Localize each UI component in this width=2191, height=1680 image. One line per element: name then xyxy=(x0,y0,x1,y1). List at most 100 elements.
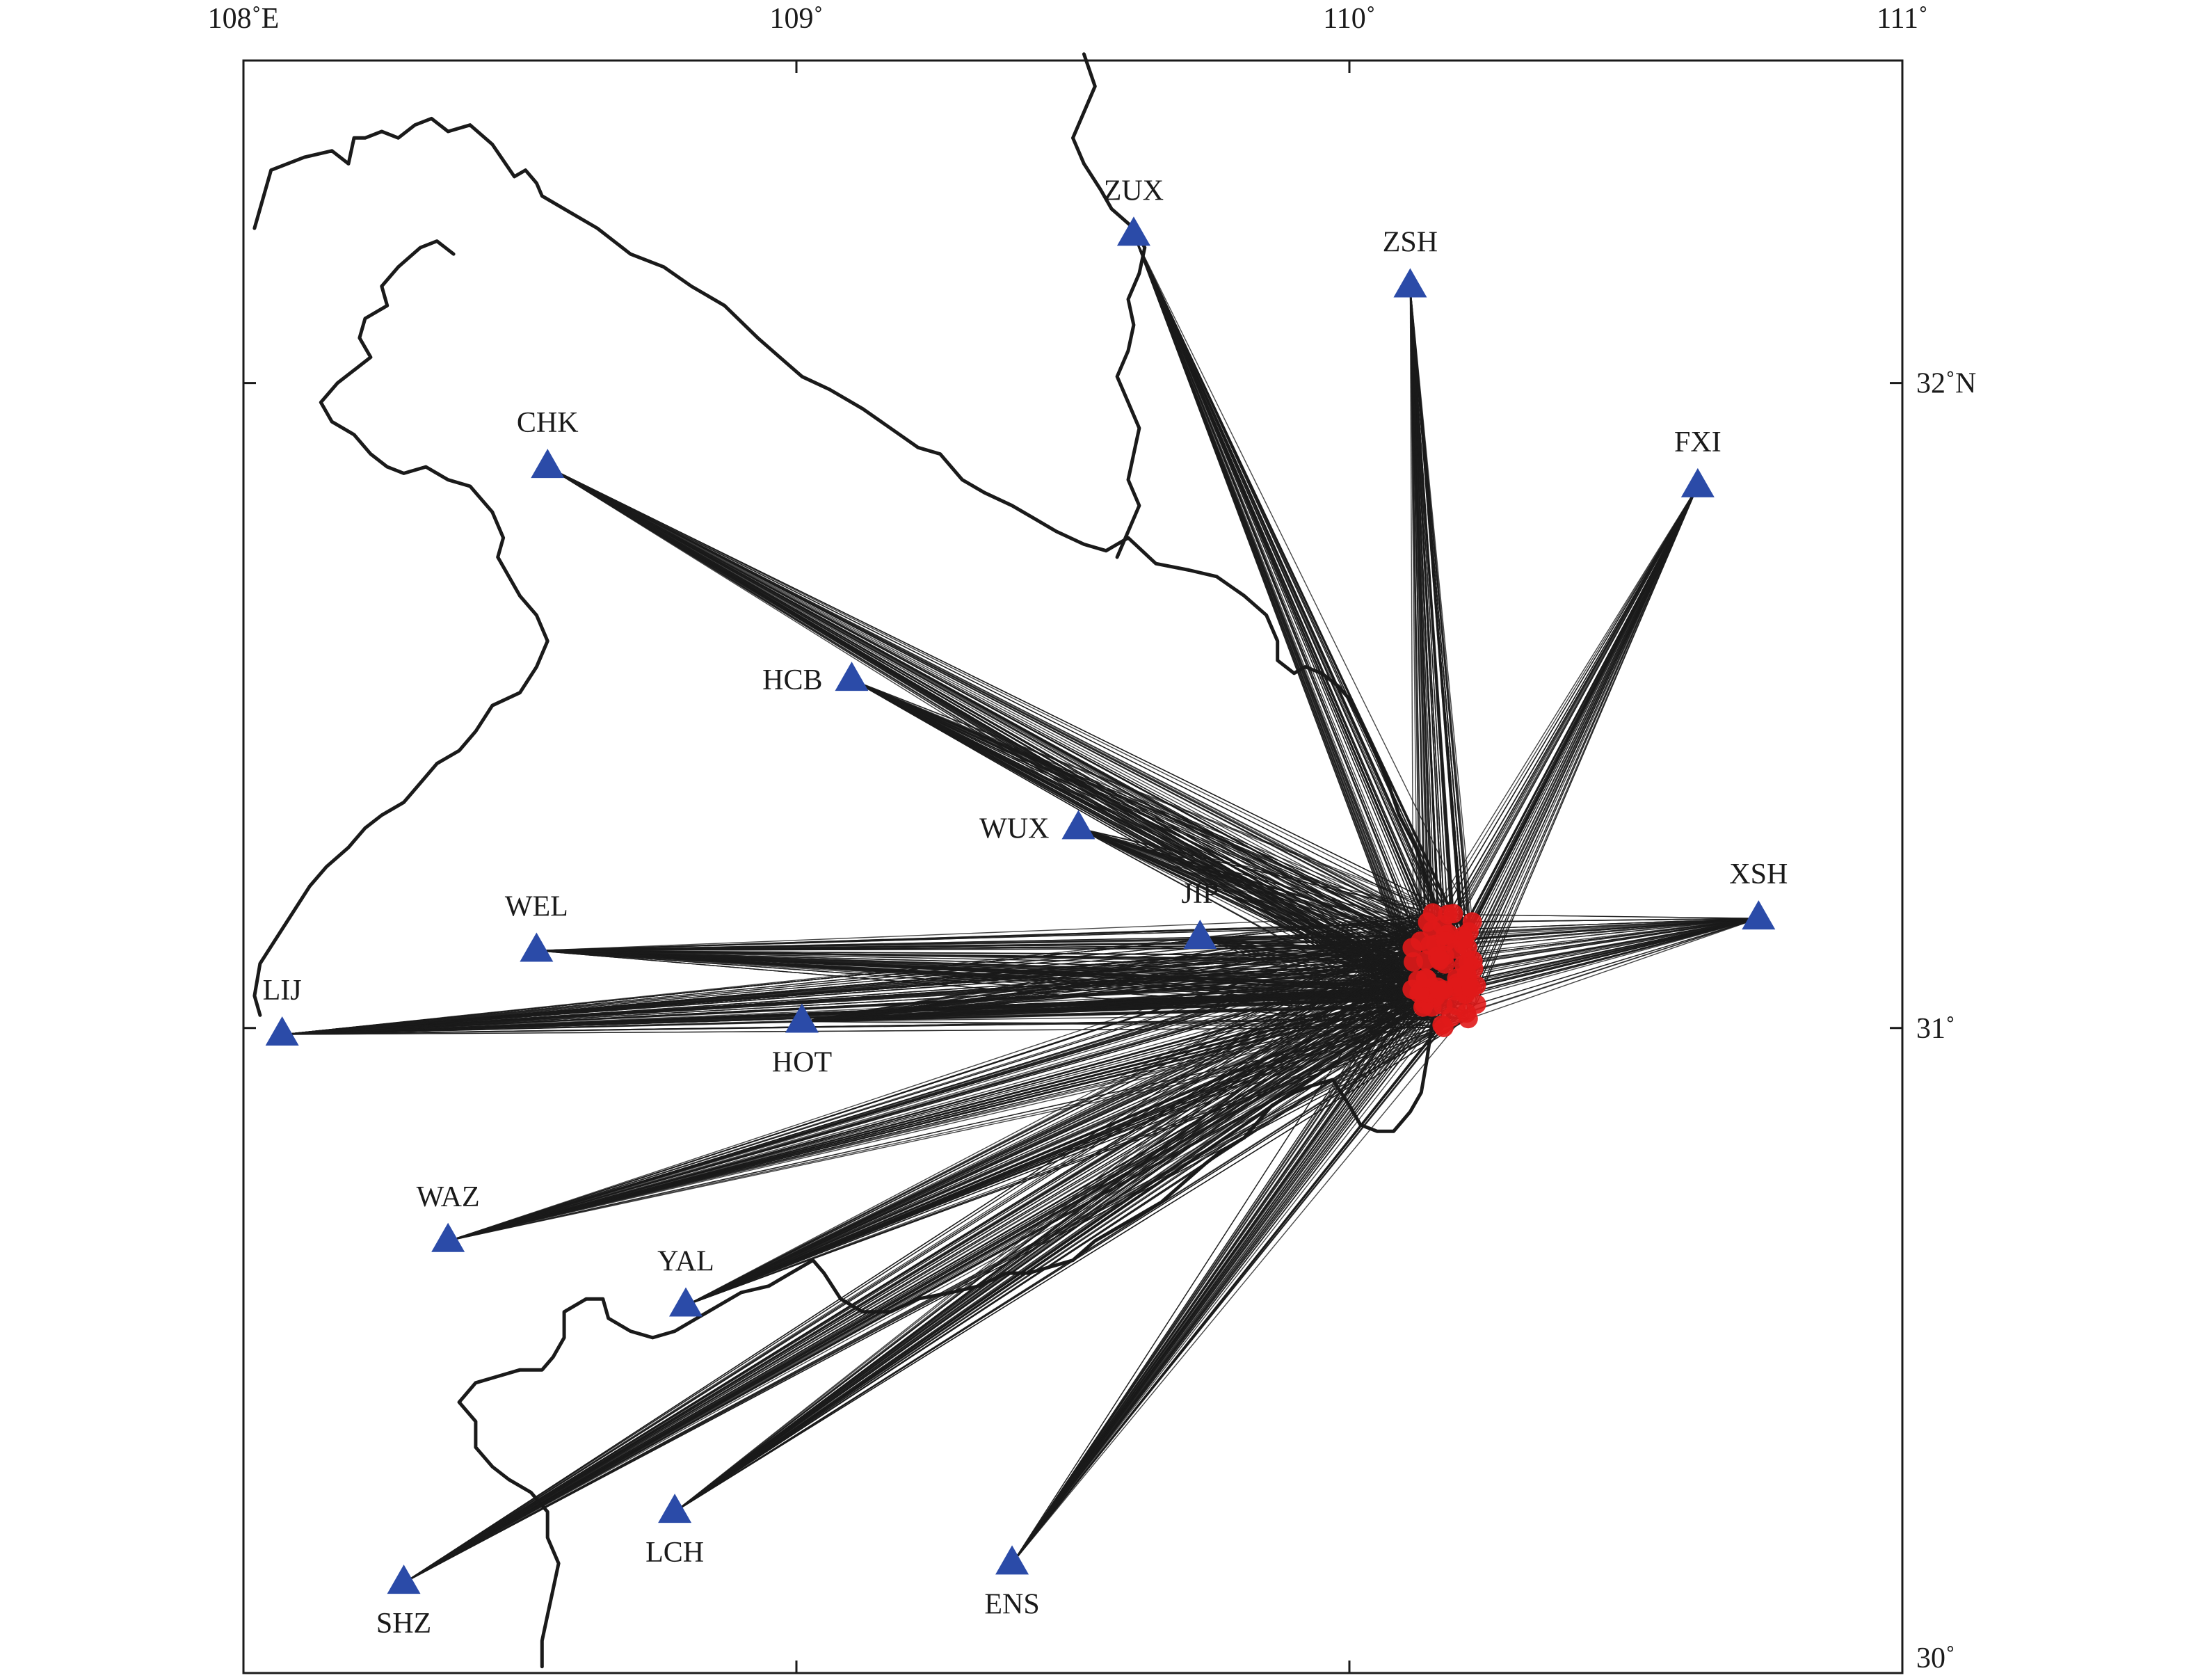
lon-tick-label: 108˚E xyxy=(208,3,280,35)
station-marker-icon xyxy=(1680,467,1715,497)
ray-path xyxy=(282,1027,1444,1035)
ray-path xyxy=(674,921,1473,1512)
ray-bundle-zsh xyxy=(1409,286,1477,1028)
ray-path xyxy=(403,1006,1432,1583)
ray-path xyxy=(403,912,1434,1583)
ray-path xyxy=(801,959,1427,1023)
ray-path xyxy=(282,960,1440,1035)
ray-path xyxy=(1472,918,1759,922)
station-label: ZSH xyxy=(1383,227,1438,259)
ray-path xyxy=(1078,827,1472,922)
station-wel: WEL xyxy=(505,891,568,962)
ray-path xyxy=(851,679,1436,945)
ray-path xyxy=(1078,827,1431,946)
ray-path xyxy=(1431,918,1759,989)
station-marker-icon xyxy=(520,932,554,962)
ray-path xyxy=(536,931,1470,952)
ray-path xyxy=(1133,234,1441,991)
map-frame xyxy=(242,59,1904,1674)
ray-path xyxy=(674,989,1468,1512)
ray-path xyxy=(1425,486,1699,961)
ray-path xyxy=(801,944,1463,1023)
ray-path xyxy=(1433,486,1699,998)
ray-path xyxy=(1432,918,1759,931)
earthquake-event xyxy=(1443,904,1463,924)
ray-path xyxy=(1445,918,1759,936)
ray-path xyxy=(536,924,1443,952)
ray-path xyxy=(1078,827,1463,937)
ray-path xyxy=(1409,286,1428,979)
ray-path xyxy=(1409,286,1432,989)
station-lij: LIJ xyxy=(263,975,302,1046)
ray-path xyxy=(801,921,1472,1023)
ray-path xyxy=(851,679,1472,922)
ray-path xyxy=(403,1005,1456,1583)
ray-path xyxy=(674,1024,1443,1512)
station-marker-icon xyxy=(1393,268,1427,298)
ray-path xyxy=(403,947,1468,1583)
ray-path xyxy=(1133,234,1432,989)
ray-path xyxy=(1133,234,1464,945)
station-jip: JIP xyxy=(1181,878,1219,949)
ray-path xyxy=(1466,918,1759,1014)
ray-path xyxy=(801,956,1438,1023)
earthquake-event xyxy=(1461,978,1482,998)
ray-path xyxy=(1456,918,1759,988)
ray-path xyxy=(685,990,1456,1306)
ray-path xyxy=(1409,286,1436,998)
ray-path xyxy=(1445,918,1759,965)
station-marker-icon xyxy=(669,1287,703,1317)
ray-path xyxy=(1011,956,1438,1564)
station-label: XSH xyxy=(1729,858,1788,890)
ray-path xyxy=(448,977,1426,1242)
earthquake-event xyxy=(1420,935,1440,955)
ray-path xyxy=(851,679,1477,986)
station-marker-icon xyxy=(265,1016,299,1046)
graticule-ticks: 108˚E 109˚ 110˚ 111˚ 32˚N 31˚ 30˚ xyxy=(208,3,1977,1674)
ray-path xyxy=(536,921,1428,952)
station-marker-icon xyxy=(431,1222,465,1252)
ray-path xyxy=(1441,486,1699,925)
ray-path xyxy=(448,963,1445,1242)
ray-path xyxy=(1409,286,1449,915)
ray-path xyxy=(1011,980,1468,1564)
station-zsh: ZSH xyxy=(1383,227,1438,298)
station-wux: WUX xyxy=(979,810,1096,845)
ray-path xyxy=(1078,827,1468,949)
ray-path xyxy=(448,938,1464,1242)
ray-path xyxy=(403,1003,1425,1583)
station-lch: LCH xyxy=(645,1494,704,1569)
station-chk: CHK xyxy=(517,407,579,479)
ray-path xyxy=(547,466,1473,922)
ray-path xyxy=(851,679,1464,966)
ray-path xyxy=(1463,918,1759,966)
ray-path xyxy=(1409,286,1414,962)
ray-path xyxy=(536,950,1438,957)
lat-tick-label: 30˚ xyxy=(1916,1642,1955,1674)
ray-path xyxy=(1011,964,1465,1564)
ray-path xyxy=(403,989,1431,1583)
ray-path xyxy=(1426,918,1759,961)
ray-path xyxy=(685,947,1468,1306)
ray-path xyxy=(1133,234,1438,993)
ray-path xyxy=(1078,827,1414,963)
earthquake-cluster xyxy=(1402,903,1486,1037)
ray-path xyxy=(282,945,1430,1035)
ray-path xyxy=(1465,918,1759,995)
earthquake-event xyxy=(1431,980,1450,1000)
province-border-2 xyxy=(252,239,549,1017)
ray-path xyxy=(1456,918,1759,979)
ray-path xyxy=(1432,486,1699,913)
earthquake-event xyxy=(1458,1009,1478,1029)
ray-path xyxy=(547,466,1474,961)
ray-path xyxy=(685,912,1434,1306)
ray-path xyxy=(801,947,1468,1023)
ray-path xyxy=(403,913,1454,1583)
station-xsh: XSH xyxy=(1729,858,1788,930)
ray-path xyxy=(403,921,1428,1583)
earthquake-event xyxy=(1446,939,1466,959)
lat-tick-label: 31˚ xyxy=(1916,1013,1955,1045)
ray-path xyxy=(685,963,1445,1306)
ray-path xyxy=(801,921,1428,1023)
